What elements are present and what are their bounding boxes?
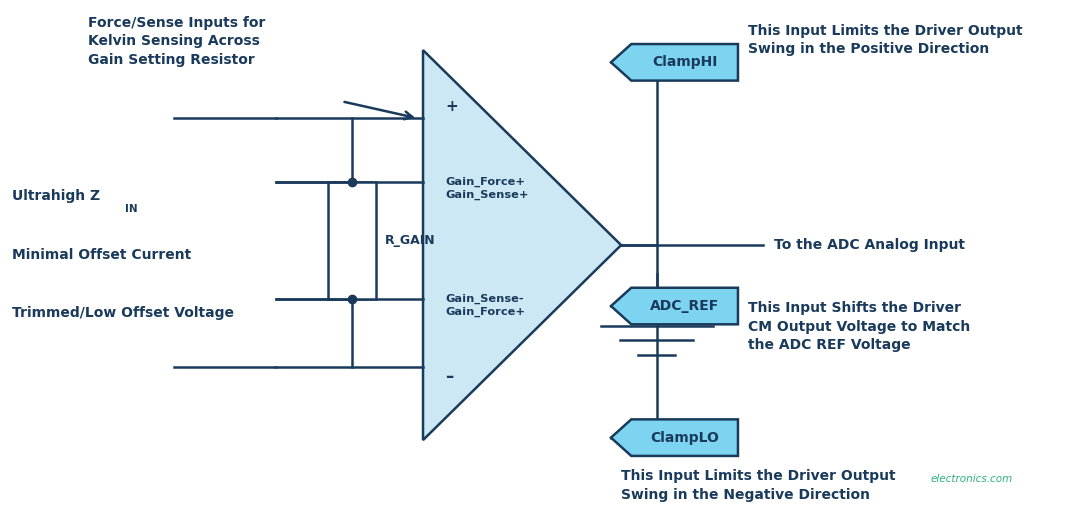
Text: IN: IN (126, 203, 138, 213)
Text: Force/Sense Inputs for
Kelvin Sensing Across
Gain Setting Resistor: Force/Sense Inputs for Kelvin Sensing Ac… (88, 16, 265, 67)
Text: ClampHI: ClampHI (652, 55, 718, 69)
Text: Ultrahigh Z: Ultrahigh Z (12, 189, 100, 203)
Text: ClampLO: ClampLO (650, 430, 719, 445)
Polygon shape (611, 288, 738, 324)
Text: ADC_REF: ADC_REF (650, 299, 719, 313)
Text: This Input Limits the Driver Output
Swing in the Positive Direction: This Input Limits the Driver Output Swin… (748, 24, 1023, 56)
Text: Minimal Offset Current: Minimal Offset Current (12, 248, 191, 262)
Text: Gain_Force+
Gain_Sense+: Gain_Force+ Gain_Sense+ (445, 177, 529, 200)
Polygon shape (611, 44, 738, 81)
Polygon shape (611, 419, 738, 456)
Text: R_GAIN: R_GAIN (384, 234, 435, 247)
FancyBboxPatch shape (327, 182, 377, 299)
Text: To the ADC Analog Input: To the ADC Analog Input (774, 238, 965, 252)
Text: –: – (445, 368, 454, 386)
Polygon shape (423, 50, 621, 440)
Text: Gain_Sense-
Gain_Force+: Gain_Sense- Gain_Force+ (445, 294, 526, 317)
Text: Trimmed/Low Offset Voltage: Trimmed/Low Offset Voltage (12, 306, 234, 320)
Text: +: + (445, 99, 458, 114)
Text: electronics.com: electronics.com (930, 474, 1012, 484)
Text: This Input Limits the Driver Output
Swing in the Negative Direction: This Input Limits the Driver Output Swin… (621, 469, 896, 502)
Text: This Input Shifts the Driver
CM Output Voltage to Match
the ADC REF Voltage: This Input Shifts the Driver CM Output V… (748, 301, 970, 352)
